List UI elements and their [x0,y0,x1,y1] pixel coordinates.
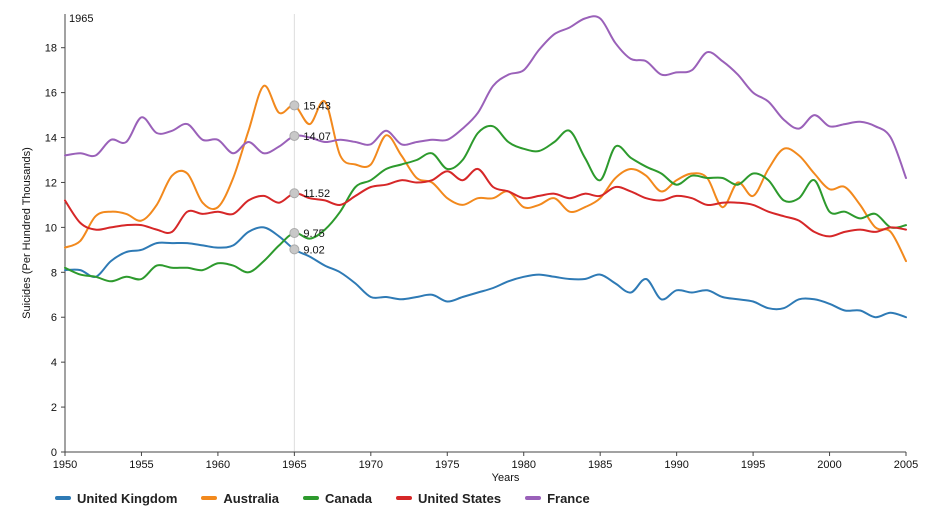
data-point-marker[interactable] [289,244,300,255]
legend-item-united-kingdom[interactable]: United Kingdom [55,491,177,506]
marker-label: 1965 [69,13,93,25]
legend-swatch [55,496,71,500]
legend-swatch [525,496,542,500]
x-tick-label: 1975 [435,459,459,471]
series-line-australia[interactable] [64,84,907,263]
x-tick-label: 1970 [359,459,383,471]
y-tick-label: 12 [45,177,57,189]
y-tick-label: 8 [51,267,57,279]
series-line-united-kingdom[interactable] [64,226,907,319]
y-tick-label: 0 [51,447,57,459]
chart-legend: United Kingdom Australia Canada United Stat… [55,488,614,508]
legend-swatch [396,496,412,500]
x-tick-label: 1985 [588,459,612,471]
y-axis-title: Suicides (Per Hundred Thousands) [21,147,33,319]
legend-swatch [303,496,320,500]
data-label: 9.75 [303,228,324,240]
series-line-canada[interactable] [64,124,907,283]
x-tick-label: 2005 [894,459,918,471]
legend-label: United Kingdom [77,490,178,506]
y-tick-label: 18 [45,43,57,55]
legend-item-united-states[interactable]: United States [396,491,501,506]
legend-label: Canada [325,490,372,506]
y-tick-label: 16 [45,88,57,100]
data-label: 11.52 [303,188,330,200]
x-axis-title: Years [492,472,520,484]
legend-label: United States [418,490,502,506]
x-tick-label: 1955 [129,459,153,471]
series-line-france[interactable] [64,15,907,179]
y-tick-label: 6 [51,312,57,324]
x-tick-label: 1980 [511,459,535,471]
y-tick-label: 2 [51,402,57,414]
data-point-marker[interactable] [289,130,300,141]
y-tick-label: 10 [45,222,57,234]
x-tick-label: 2000 [817,459,841,471]
y-tick-label: 14 [45,133,57,145]
legend-item-australia[interactable]: Australia [201,491,279,506]
data-point-marker[interactable] [289,188,300,199]
data-label: 9.02 [303,244,324,256]
series-line-united-states[interactable] [64,167,907,238]
x-tick-label: 1960 [206,459,230,471]
legend-label: Australia [223,490,280,506]
legend-label: France [547,490,590,506]
legend-swatch [201,496,218,500]
x-tick-label: 1990 [664,459,688,471]
y-tick-label: 4 [51,357,57,369]
data-point-marker[interactable] [289,228,300,238]
x-tick-label: 1965 [282,459,306,471]
data-point-marker[interactable] [289,100,300,111]
x-tick-label: 1950 [53,459,77,471]
data-label: 15.43 [303,100,331,112]
legend-item-canada[interactable]: Canada [303,491,372,506]
data-label: 14.07 [303,131,331,143]
legend-item-france[interactable]: France [525,491,590,506]
x-tick-label: 1995 [741,459,765,471]
